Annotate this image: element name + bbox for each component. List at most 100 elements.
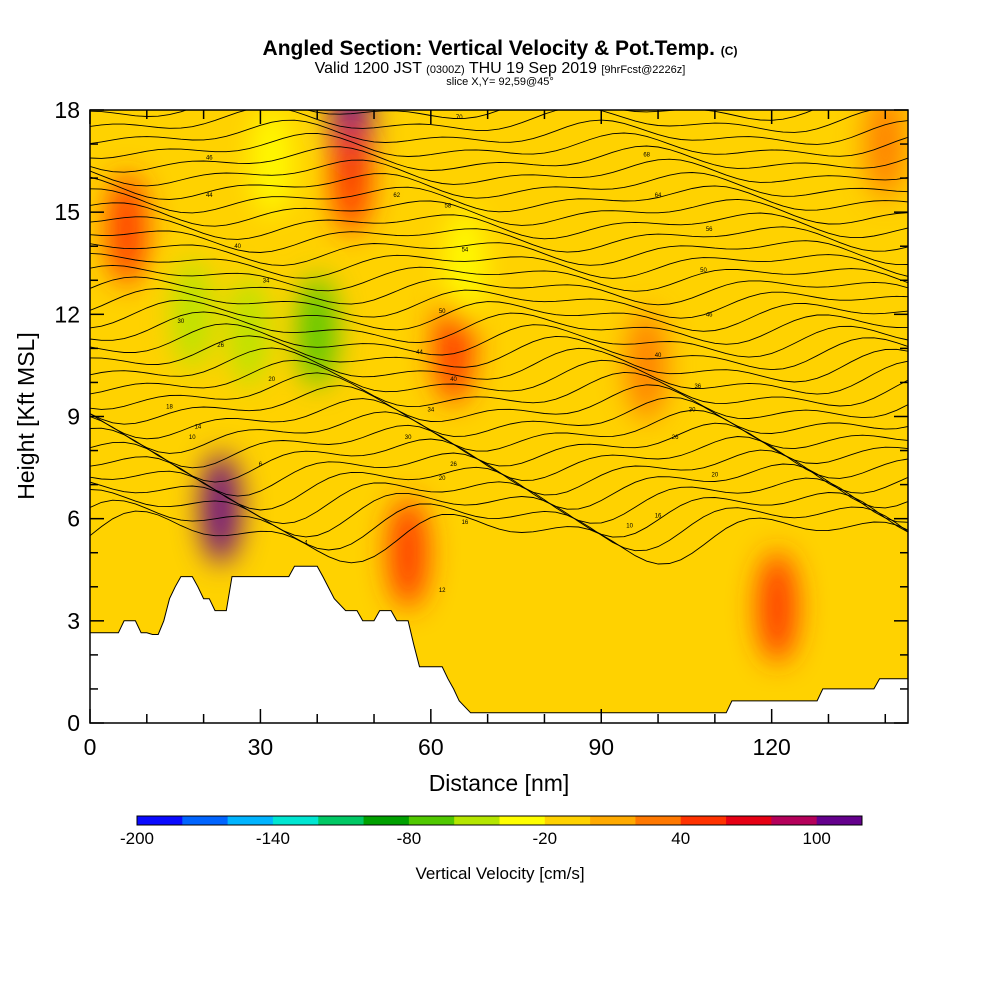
chart-title: Angled Section: Vertical Velocity & Pot.… (0, 37, 1000, 61)
isentrope-line (90, 240, 908, 266)
y-tick-label: 15 (54, 199, 80, 225)
isentrope-line (90, 510, 908, 565)
colorbar-swatch (590, 816, 636, 825)
isentrope-line (90, 158, 908, 187)
colorbar-tick-label: 40 (671, 829, 690, 848)
colorbar-frame (136, 815, 863, 826)
isentrope-line (90, 409, 908, 454)
colorbar-swatch (499, 816, 546, 825)
x-tick-label: 60 (418, 734, 444, 760)
velocity-cell-4 (388, 497, 429, 608)
isentrope-line (90, 264, 908, 292)
contour-label: 44 (416, 350, 423, 356)
colorbar-swatch (544, 816, 591, 825)
contour-label: 62 (393, 193, 400, 199)
isentrope-line (90, 119, 908, 145)
colorbar-tick-label: -140 (256, 829, 290, 848)
colorbar-tick-label: -20 (533, 829, 558, 848)
y-tick-label: 0 (67, 710, 80, 736)
valid-prefix: Valid 1200 JST (314, 60, 422, 77)
contour-label: 10 (189, 435, 196, 441)
slice-info: slice X,Y= 92,59@45° (446, 76, 554, 88)
colorbar-tick-labels: -200 -140 -80 -20 40 100 (120, 829, 831, 848)
contour-label: 58 (445, 203, 452, 209)
contour-label: 26 (672, 435, 679, 441)
plot-area: 4644403430262018141064706258545044403430… (90, 110, 908, 723)
contour-label: 30 (689, 408, 696, 414)
contour-label: 54 (462, 248, 469, 254)
isentrope-line (90, 132, 908, 159)
velocity-cell-7 (757, 552, 798, 663)
isentrope-line (90, 499, 908, 552)
chart-subtitle: Valid 1200 JST (0300Z) THU 19 Sep 2019 [… (0, 60, 1000, 78)
contour-label: 40 (655, 353, 662, 359)
isentrope-line (90, 335, 908, 371)
contour-label: 30 (178, 319, 185, 325)
velocity-cell-11 (172, 259, 213, 370)
contour-label: 46 (706, 312, 713, 318)
y-tick-label: 6 (67, 506, 80, 532)
contour-label: 68 (643, 152, 650, 158)
isentrope-line (90, 371, 908, 410)
contour-label: 26 (217, 343, 224, 349)
colorbar-swatch (635, 816, 682, 825)
contour-label: 6 (259, 462, 263, 468)
contour-label: 36 (694, 384, 701, 390)
contour-label: 4 (304, 541, 308, 547)
colorbar-swatch (726, 816, 772, 825)
x-tick-label: 0 (84, 734, 97, 760)
colorbar-swatch (816, 816, 863, 825)
isentrope-line (90, 299, 908, 332)
isentrope-line (90, 145, 908, 173)
colorbar-swatch (771, 816, 818, 825)
contour-label: 20 (712, 472, 719, 478)
isentrope-line (90, 288, 908, 319)
colorbar-swatch (318, 816, 365, 825)
axis-ticks (89, 109, 908, 724)
contour-labels: 4644403430262018141064706258545044403430… (166, 115, 719, 594)
contour-label: 40 (234, 244, 241, 250)
colorbar-swatch (454, 816, 500, 825)
y-tick-label: 3 (67, 608, 80, 634)
contour-label: 12 (439, 588, 446, 594)
x-tick-label: 120 (752, 734, 790, 760)
contour-label: 34 (427, 408, 434, 414)
isentrope-line (90, 477, 908, 525)
chart-title-unit: (C) (720, 44, 738, 58)
contour-label: 50 (700, 268, 707, 274)
isentrope-line (90, 436, 908, 483)
colorbar-tick-label: -200 (120, 829, 154, 848)
isentrope-line (90, 323, 908, 358)
colorbar-swatch (182, 816, 229, 825)
velocity-cell-5 (433, 293, 474, 404)
contour-label: 50 (439, 309, 446, 315)
contour-label: 10 (626, 523, 633, 529)
contour-label: 70 (456, 115, 463, 121)
x-tick-label: 30 (248, 734, 274, 760)
y-tick-label: 12 (54, 301, 80, 327)
chart-title-main: Angled Section: Vertical Velocity & Pot.… (262, 37, 715, 60)
contour-label: 46 (206, 156, 213, 162)
contour-label: 20 (439, 476, 446, 482)
isentrope-line (90, 449, 908, 497)
isentrope-line (90, 347, 908, 383)
contour-label: 20 (268, 377, 275, 383)
forecast-info: [9hrFcst@2226z] (601, 64, 686, 76)
isentrope-line (90, 422, 908, 469)
isentrope-line (90, 489, 908, 538)
isentrope-line (90, 276, 908, 306)
contour-label: 26 (450, 462, 457, 468)
contour-label: 16 (655, 513, 662, 519)
x-tick-label: 90 (588, 734, 614, 760)
velocity-cell-12 (444, 208, 485, 319)
velocity-cell-1 (200, 453, 241, 564)
isentrope-line (90, 110, 908, 133)
isentrope-line (90, 212, 908, 240)
contour-label: 40 (450, 377, 457, 383)
isentrope-line (90, 359, 908, 395)
contour-label: 44 (206, 193, 213, 199)
colorbar-swatch (137, 816, 183, 825)
colorbar-tick-label: -80 (397, 829, 422, 848)
